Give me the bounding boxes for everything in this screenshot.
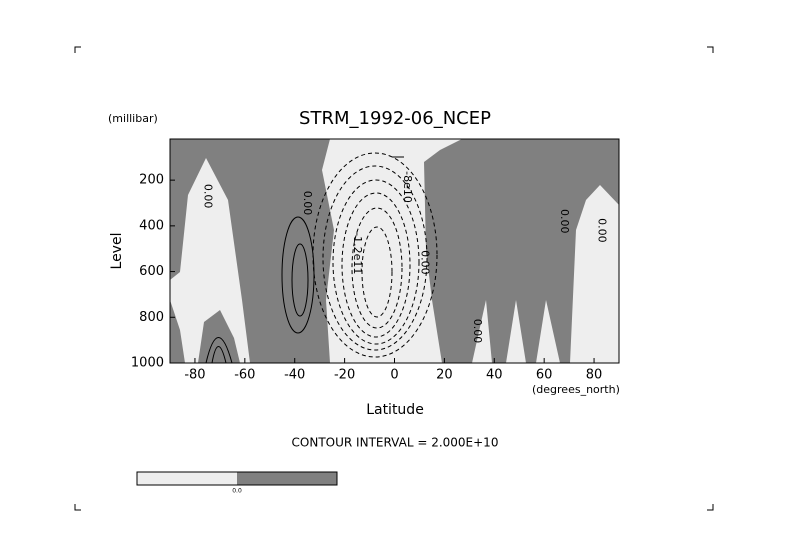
y-tick-label: 800: [139, 310, 164, 325]
x-tick-label: 0: [390, 368, 398, 383]
contour-label: 0.00: [471, 319, 484, 344]
plot-area: [169, 138, 620, 364]
y-unit: (millibar): [108, 112, 158, 125]
contour-label: 0.00: [558, 209, 571, 234]
corner-marks: [74, 46, 714, 511]
x-tick-label: 60: [536, 368, 553, 383]
x-tick-label: -80: [184, 368, 205, 383]
subtitle: CONTOUR INTERVAL = 2.000E+10: [292, 436, 499, 450]
contour-label: -8e10: [401, 171, 414, 203]
y-tick-label: 400: [139, 218, 164, 233]
x-tick-label: -60: [234, 368, 255, 383]
y-tick-label: 1000: [131, 356, 164, 371]
chart-title: STRM_1992-06_NCEP: [299, 108, 491, 129]
colorbar-frame: [136, 471, 338, 486]
x-unit: (degrees_north): [532, 383, 620, 396]
colorbar-positive: [237, 472, 337, 485]
x-tick-label: -40: [284, 368, 305, 383]
colorbar-negative: [137, 472, 237, 485]
contour-label: 0.00: [301, 191, 314, 216]
x-tick-label: 20: [436, 368, 453, 383]
y-tick-label: 200: [139, 173, 164, 188]
x-tick-label: 80: [586, 368, 603, 383]
contour-label: 0.00: [596, 218, 609, 243]
colorbar: 0.0: [136, 471, 338, 495]
x-axis-label: Latitude: [366, 402, 424, 418]
contours: [205, 152, 438, 364]
contour-label: 0.00: [201, 184, 214, 209]
contour-label: -1.2e11: [351, 232, 364, 274]
x-tick-label: 40: [486, 368, 503, 383]
x-tick-label: -20: [334, 368, 355, 383]
y-tick-label: 600: [139, 264, 164, 279]
y-axis-label: Level: [109, 233, 125, 270]
positive-regions: [170, 139, 619, 363]
contour-label: 0.00: [418, 250, 431, 275]
colorbar-label: 0.0: [232, 488, 242, 495]
